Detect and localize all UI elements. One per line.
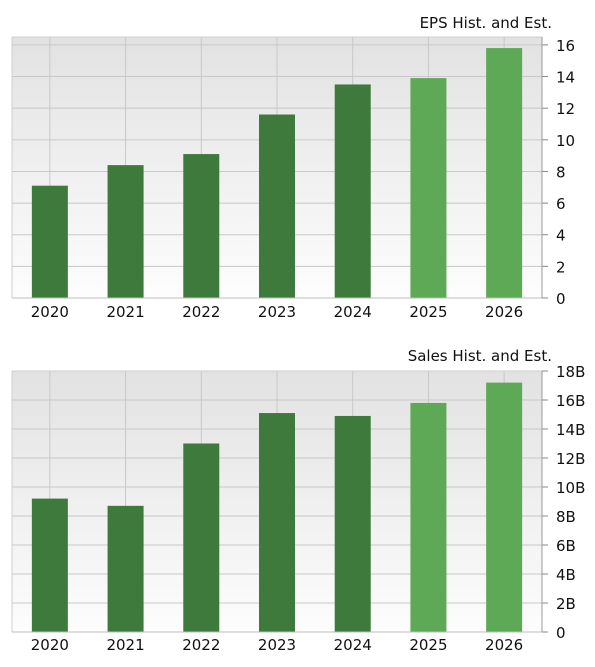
sales-x-tick-label: 2023 <box>258 636 296 654</box>
eps-y-tick-label: 10 <box>556 132 575 150</box>
eps-x-tick-label: 2022 <box>182 303 220 321</box>
eps-bar-2025 <box>410 78 447 298</box>
eps-y-tick-label: 4 <box>556 227 566 245</box>
sales-y-tick-label: 14B <box>556 421 585 439</box>
eps-x-tick-label: 2026 <box>485 303 523 321</box>
eps-bar-2020 <box>31 185 68 298</box>
sales-x-tick-label: 2021 <box>106 636 144 654</box>
eps-bar-2021 <box>107 165 144 298</box>
sales-bar-2025 <box>410 402 447 632</box>
sales-x-tick-label: 2020 <box>31 636 69 654</box>
sales-y-tick-label: 12B <box>556 450 585 468</box>
eps-x-tick-label: 2020 <box>31 303 69 321</box>
sales-y-tick-label: 0 <box>556 624 566 642</box>
sales-bar-2020 <box>31 498 68 632</box>
eps-y-tick-label: 2 <box>556 258 566 276</box>
eps-x-tick-label: 2024 <box>334 303 372 321</box>
sales-chart-title: Sales Hist. and Est. <box>408 347 552 365</box>
sales-y-tick-label: 18B <box>556 363 585 381</box>
sales-y-tick-label: 8B <box>556 508 576 526</box>
eps-bar-2023 <box>259 114 295 298</box>
eps-y-tick-label: 14 <box>556 69 575 87</box>
sales-bar-2023 <box>259 413 295 632</box>
sales-bar-2024 <box>334 415 371 632</box>
sales-y-tick-label: 10B <box>556 479 585 497</box>
sales-bar-2026 <box>486 382 523 632</box>
eps-bar-2026 <box>486 48 523 299</box>
eps-y-tick-label: 0 <box>556 290 566 308</box>
sales-y-tick-label: 6B <box>556 537 576 555</box>
eps-y-tick-label: 16 <box>556 37 575 55</box>
sales-bar-2022 <box>183 443 220 632</box>
eps-x-tick-label: 2021 <box>106 303 144 321</box>
sales-y-tick-label: 2B <box>556 595 576 613</box>
eps-y-tick-label: 6 <box>556 195 566 213</box>
eps-x-tick-label: 2023 <box>258 303 296 321</box>
sales-x-tick-label: 2022 <box>182 636 220 654</box>
eps-y-tick-label: 12 <box>556 100 575 118</box>
eps-bar-2024 <box>334 84 371 298</box>
eps-x-tick-label: 2025 <box>409 303 447 321</box>
sales-y-tick-label: 16B <box>556 392 585 410</box>
sales-y-tick-label: 4B <box>556 566 576 584</box>
sales-x-tick-label: 2025 <box>409 636 447 654</box>
sales-x-tick-label: 2026 <box>485 636 523 654</box>
sales-bar-2021 <box>107 505 144 632</box>
eps-y-tick-label: 8 <box>556 163 566 181</box>
eps-chart-title: EPS Hist. and Est. <box>420 14 552 32</box>
sales-x-tick-label: 2024 <box>334 636 372 654</box>
eps-bar-2022 <box>183 154 220 298</box>
